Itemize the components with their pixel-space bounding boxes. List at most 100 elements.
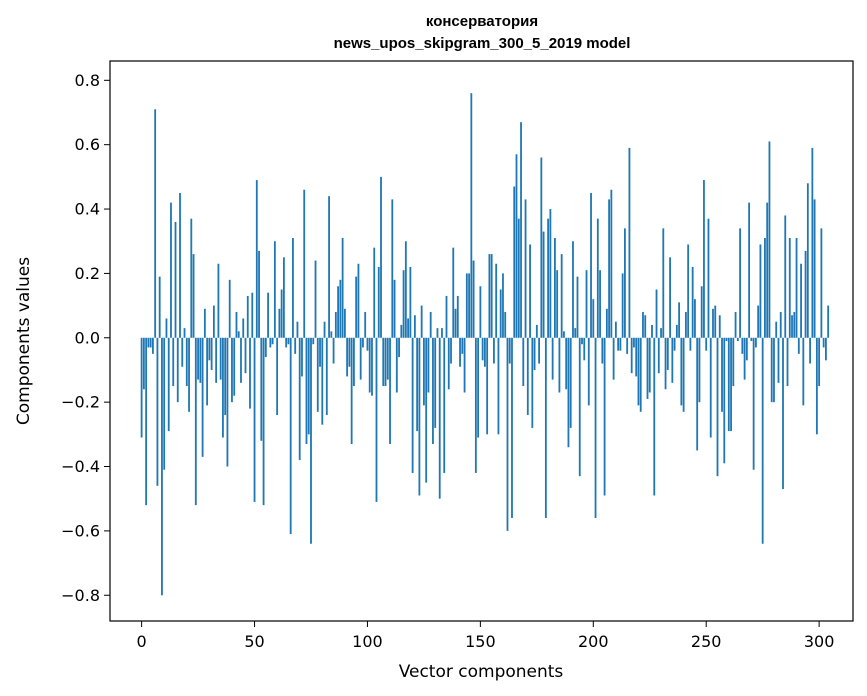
bar	[646, 337, 649, 399]
bar	[788, 238, 791, 338]
bar	[700, 286, 703, 338]
bar	[190, 218, 193, 338]
bar	[402, 270, 405, 338]
bar	[452, 247, 455, 338]
plot-frame	[109, 60, 854, 622]
bar	[497, 337, 500, 435]
bar	[305, 337, 308, 444]
bar	[167, 337, 170, 432]
bar	[599, 270, 601, 338]
bar	[441, 328, 443, 338]
bar	[233, 337, 236, 396]
bar	[745, 337, 748, 361]
bar	[240, 337, 242, 383]
chart-title-line2: news_upos_skipgram_300_5_2019 model	[334, 35, 631, 52]
bar	[642, 312, 644, 338]
bar	[438, 337, 441, 499]
bar	[346, 337, 349, 377]
bar	[258, 250, 260, 338]
bar	[495, 263, 498, 338]
bar	[635, 337, 638, 377]
bar	[163, 337, 166, 470]
bar	[413, 315, 416, 338]
bar	[761, 337, 764, 544]
bar	[689, 337, 692, 351]
bar	[748, 202, 751, 338]
bar	[339, 279, 342, 338]
bar	[694, 299, 696, 338]
bar	[671, 337, 674, 383]
bar	[249, 337, 251, 409]
bar	[454, 308, 457, 338]
bar	[750, 337, 753, 341]
bar	[574, 328, 577, 338]
bar	[673, 337, 676, 351]
bar	[502, 273, 504, 338]
bar	[459, 337, 461, 367]
bar	[450, 337, 452, 364]
bar	[359, 337, 362, 380]
bar	[752, 337, 755, 470]
bar	[312, 337, 315, 345]
bar	[605, 308, 608, 338]
bar	[253, 337, 256, 502]
x-axis-ticks: 0 50 100 150 200 250 300	[137, 621, 834, 651]
bar	[353, 337, 355, 387]
bar	[407, 318, 410, 338]
y-tick-label: −0.4	[61, 457, 100, 476]
chart-title-line1: консерватория	[426, 13, 538, 30]
bar	[280, 289, 283, 338]
bar	[770, 337, 773, 403]
bar	[203, 308, 206, 338]
bar	[777, 337, 780, 383]
bar	[684, 312, 687, 338]
x-tick-label: 200	[578, 632, 609, 651]
bar	[596, 218, 599, 338]
bar	[511, 337, 513, 519]
bar	[409, 266, 412, 338]
bar	[432, 337, 434, 444]
bar	[222, 337, 224, 438]
bar	[477, 337, 480, 438]
bar	[544, 337, 547, 519]
bar	[587, 337, 590, 406]
bar	[730, 337, 732, 432]
bar	[784, 215, 787, 338]
bar	[375, 337, 378, 502]
bar	[533, 337, 536, 370]
bar	[721, 337, 723, 412]
bar	[176, 337, 179, 403]
bar	[366, 337, 369, 351]
bar	[531, 337, 534, 428]
bar	[743, 337, 746, 380]
bar	[461, 337, 464, 354]
bar	[172, 337, 175, 387]
bar	[472, 260, 475, 338]
bar	[215, 337, 218, 383]
bar	[382, 337, 385, 387]
bar	[691, 266, 694, 338]
bar	[662, 228, 665, 338]
bar	[825, 337, 827, 361]
y-tick-label: −0.8	[61, 586, 100, 605]
bar	[228, 279, 231, 338]
bar	[481, 337, 484, 361]
bar	[705, 337, 708, 351]
bar	[447, 337, 450, 390]
bar	[404, 241, 407, 338]
bar	[565, 337, 568, 390]
bar	[680, 337, 683, 406]
bar	[210, 337, 213, 370]
bar	[633, 337, 635, 348]
bar	[815, 337, 818, 435]
bar	[736, 337, 739, 341]
bar	[423, 337, 425, 406]
bar	[508, 337, 511, 364]
bar	[775, 321, 778, 338]
bar	[267, 292, 269, 338]
bar	[524, 199, 527, 338]
bar	[456, 295, 459, 338]
bar	[343, 308, 346, 338]
y-tick-label: 0.0	[75, 328, 100, 347]
bar	[653, 337, 656, 496]
